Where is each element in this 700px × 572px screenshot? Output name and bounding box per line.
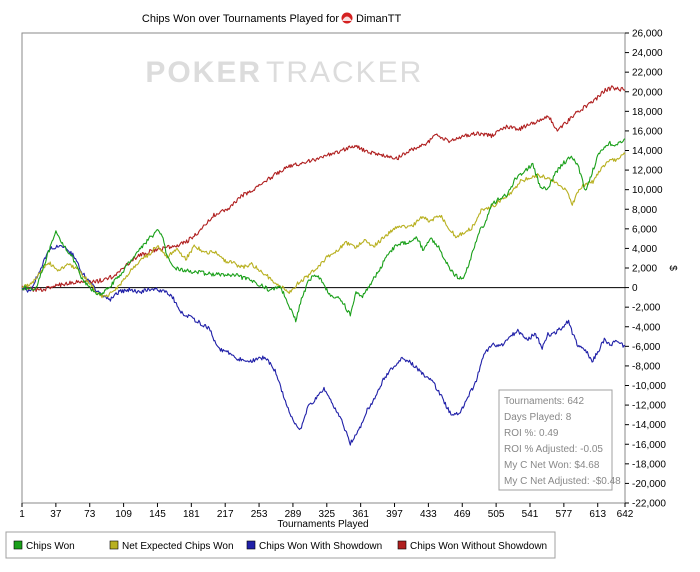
x-tick-label: 577 (556, 509, 573, 520)
series-line-2 (21, 244, 626, 446)
x-tick-label: 325 (318, 509, 335, 520)
player-name: DimanTT (356, 13, 402, 25)
legend-frame (5, 531, 556, 559)
y-tick-label: -22,000 (632, 499, 666, 510)
x-tick-label: 541 (522, 509, 539, 520)
x-tick-label: 181 (183, 509, 200, 520)
y-tick-label: -14,000 (632, 420, 666, 431)
x-tick-label: 253 (251, 509, 268, 520)
stats-line: Tournaments: 642 (504, 396, 584, 407)
y-tick-label: -8,000 (632, 361, 661, 372)
y-tick-label: -12,000 (632, 401, 666, 412)
legend-swatch (246, 540, 256, 550)
y-tick-label: -4,000 (632, 322, 661, 333)
x-tick-label: 37 (50, 509, 62, 520)
legend-label: Chips Won Without Showdown (410, 541, 547, 552)
y-tick-label: 16,000 (632, 126, 663, 137)
y-tick-label: 6,000 (632, 224, 657, 235)
y-tick-label: 20,000 (632, 87, 663, 98)
y-tick-label: 18,000 (632, 107, 663, 118)
y-tick-label: 26,000 (632, 29, 663, 40)
x-tick-label: 73 (84, 509, 96, 520)
x-tick-label: 613 (589, 509, 606, 520)
x-axis-label: Tournaments Played (277, 519, 368, 530)
y-tick-label: -16,000 (632, 440, 666, 451)
y-tick-label: -2,000 (632, 303, 661, 314)
stats-line: ROI %: 0.49 (504, 428, 559, 439)
x-tick-label: 109 (115, 509, 132, 520)
x-tick-label: 469 (454, 509, 471, 520)
stats-box: Tournaments: 642 Days Played: 8 ROI %: 0.4… (498, 389, 621, 491)
series-line-1 (21, 152, 626, 299)
y-tick-label: -6,000 (632, 342, 661, 353)
watermark-poker: POKER (145, 56, 262, 89)
legend-label: Chips Won (26, 541, 75, 552)
y-tick-label: -10,000 (632, 381, 666, 392)
y-axis-label: $ (667, 265, 678, 271)
x-tick-label: 145 (149, 509, 166, 520)
y-tick-label: 12,000 (632, 166, 663, 177)
stats-line: Days Played: 8 (504, 412, 572, 423)
legend-label: Net Expected Chips Won (122, 541, 234, 552)
x-tick-label: 1 (19, 509, 25, 520)
series-line-0 (21, 138, 626, 323)
x-axis: 1 37 73 109 145 181 217 253 289 325 361 397 433 469 50… (19, 503, 634, 520)
legend-swatch (397, 540, 407, 550)
x-tick-label: 397 (386, 509, 403, 520)
x-tick-label: 505 (488, 509, 505, 520)
y-tick-label: 4,000 (632, 244, 657, 255)
y-tick-label: 8,000 (632, 205, 657, 216)
legend-swatch (109, 540, 119, 550)
x-tick-label: 217 (217, 509, 234, 520)
y-tick-label: 0 (632, 283, 638, 294)
y-tick-label: 14,000 (632, 146, 663, 157)
stats-line: ROI % Adjusted: -0.05 (504, 444, 603, 455)
legend-swatch (13, 540, 23, 550)
y-tick-label: 2,000 (632, 264, 657, 275)
x-tick-label: 361 (352, 509, 369, 520)
chart-title-text: Chips Won over Tournaments Played for (142, 13, 339, 25)
legend: Chips Won Net Expected Chips Won Chips Won… (5, 531, 556, 559)
stats-line: My C Net Adjusted: -$0.48 (504, 476, 621, 487)
chart-title: Chips Won over Tournaments Played for Di… (142, 12, 402, 25)
watermark-tracker: TRACKER (266, 56, 423, 89)
series-line-3 (21, 85, 626, 293)
series-layer (21, 85, 626, 446)
pokertracker-watermark: POKER TRACKER (145, 56, 423, 89)
y-tick-label: 10,000 (632, 185, 663, 196)
pokerstars-logo-icon (341, 12, 353, 24)
x-tick-label: 642 (617, 509, 634, 520)
x-tick-label: 289 (285, 509, 302, 520)
y-tick-label: -18,000 (632, 459, 666, 470)
y-tick-label: -20,000 (632, 479, 666, 490)
stats-line: My C Net Won: $4.68 (504, 460, 600, 471)
y-axis: 26,000 24,000 22,000 20,000 18,000 16,000 14,0… (625, 29, 666, 510)
legend-label: Chips Won With Showdown (259, 541, 382, 552)
y-tick-label: 22,000 (632, 68, 663, 79)
x-tick-label: 433 (420, 509, 437, 520)
y-tick-label: 24,000 (632, 48, 663, 59)
